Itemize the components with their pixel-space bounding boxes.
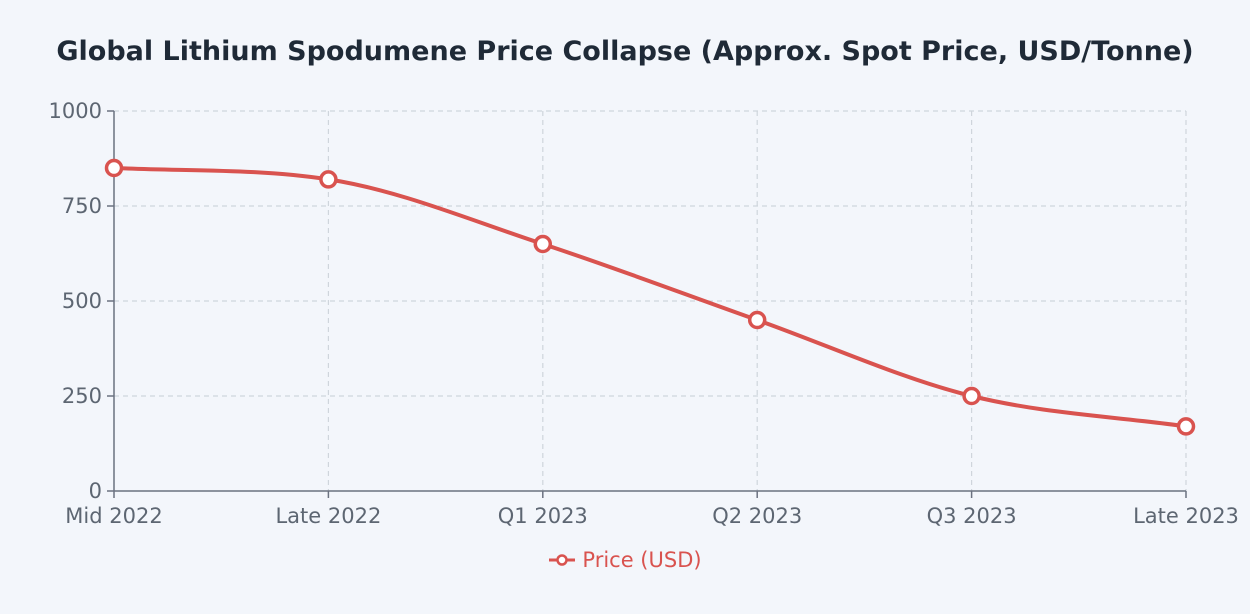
- tick-labels: 0 250 500 750 1000 Mid 2022 Late 2022 Q1 2023 Q2…: [49, 99, 1239, 528]
- data-point[interactable]: [962, 386, 981, 406]
- x-tick-label: Q2 2023: [712, 504, 802, 528]
- legend: Price (USD): [0, 548, 1250, 572]
- x-tick-label: Mid 2022: [65, 504, 162, 528]
- axes: [107, 110, 1187, 498]
- y-tick-label: 500: [62, 289, 102, 313]
- x-tick-label: Late 2023: [1133, 504, 1239, 528]
- y-tick-label: 250: [62, 384, 102, 408]
- x-tick-label: Q3 2023: [927, 504, 1017, 528]
- y-tick-label: 0: [89, 479, 102, 503]
- data-point[interactable]: [533, 234, 553, 254]
- legend-label: Price (USD): [582, 548, 702, 572]
- y-tick-label: 750: [62, 194, 102, 218]
- series-line: [113, 166, 1187, 429]
- data-point[interactable]: [1176, 417, 1196, 436]
- legend-line-marker-icon: [549, 554, 576, 566]
- x-tick-label: Q1 2023: [498, 504, 588, 528]
- data-point[interactable]: [747, 310, 767, 330]
- data-point[interactable]: [104, 158, 124, 178]
- y-tick-label: 1000: [49, 99, 102, 123]
- series-layer: [104, 158, 1196, 436]
- grid-lines: [114, 110, 1187, 491]
- chart-title: Global Lithium Spodumene Price Collapse …: [56, 36, 1194, 67]
- data-point[interactable]: [319, 170, 338, 189]
- legend-item[interactable]: Price (USD): [548, 548, 702, 572]
- x-tick-label: Late 2022: [275, 504, 381, 528]
